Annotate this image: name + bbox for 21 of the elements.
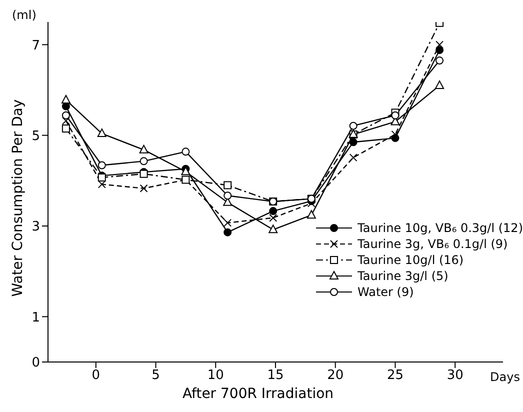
x-tick-label: 20	[327, 368, 344, 384]
x-tick-label: 10	[207, 368, 224, 384]
legend-label: Taurine 10g, VB₆ 0.3g/l (12)	[358, 221, 523, 235]
text: (ml)	[12, 8, 36, 22]
y-tick-label: 1	[32, 310, 40, 326]
y-axis-title: Water Consumption Per Day	[10, 99, 26, 297]
x-tick-label: 5	[152, 368, 160, 384]
x-tick-label: 0	[92, 368, 100, 384]
y-tick-label: 7	[32, 38, 40, 54]
legend-label: Taurine 3g/l (5)	[358, 269, 448, 283]
legend-label: Taurine 3g, VB₆ 0.1g/l (9)	[358, 237, 508, 251]
y-tick-label: 0	[32, 356, 40, 371]
y-tick-label: 5	[32, 128, 40, 144]
legend-label: Water (9)	[358, 285, 414, 299]
legend-label: Taurine 10g/l (16)	[358, 253, 464, 267]
x-axis-title: After 700R Irradiation	[182, 386, 334, 402]
x-tick-label: 30	[446, 368, 464, 384]
text: Days	[490, 370, 520, 384]
x-tick-label: 15	[267, 368, 284, 384]
y-tick-label: 3	[32, 220, 40, 235]
x-tick-label: 25	[386, 368, 404, 384]
